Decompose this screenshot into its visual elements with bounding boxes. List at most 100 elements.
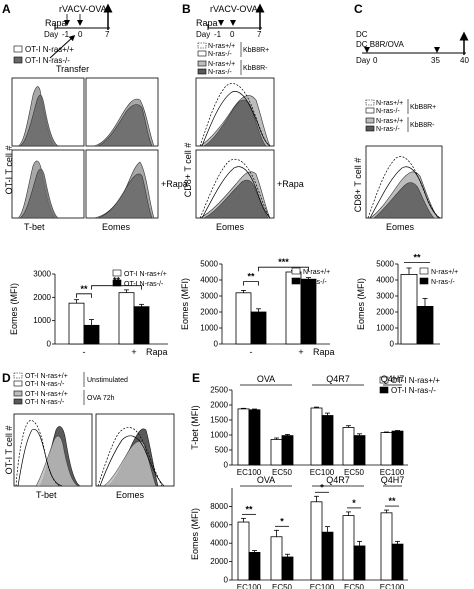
- legend-group-label: KbB8R-: [410, 122, 435, 129]
- group-label: Q4R7: [326, 374, 350, 384]
- legend-label: N-ras+/+: [303, 269, 330, 276]
- bar: [310, 501, 323, 581]
- y-tick-label: 2000: [376, 308, 394, 317]
- panel-c-dcb8r-label: DC B8R/OVA: [356, 40, 405, 49]
- legend-label: OT-I N-ras-/-: [25, 399, 65, 406]
- panel-a-hist-ylabel: OT-I T cell #: [4, 146, 14, 195]
- legend-label: OT-I N-ras+/+: [25, 45, 74, 54]
- panel-a-day-value: -1: [62, 30, 70, 39]
- bar: [83, 324, 100, 345]
- bar: [133, 306, 150, 345]
- legend-group-label: KbB8R+: [410, 104, 436, 111]
- panel-a-hist-xlabel: T-bet: [24, 222, 45, 232]
- panel-a-hist-eomes-bottom: [85, 149, 159, 219]
- x-axis-label: Rapa: [313, 347, 335, 357]
- legend-label: N-ras+/+: [208, 61, 235, 68]
- legend-group-label: OVA 72h: [87, 395, 115, 402]
- legend-label: OT-I N-ras+/+: [25, 391, 68, 398]
- panel-a: A rVACV-OVA Rapa Day -1 0 7 Transfer OT-…: [2, 2, 188, 357]
- legend-label: OT-I N-ras-/-: [25, 381, 65, 388]
- panel-a-bar-chart: 0 1000 2000 3000 Eomes (MFI) - + Rapa OT-I N-ras…: [9, 269, 168, 357]
- y-tick-label: 3000: [200, 292, 218, 301]
- panel-a-hist-legend: OT-I N-ras+/+ OT-I N-ras-/-: [13, 45, 74, 65]
- panel-d: D OT-I N-ras+/+ OT-I N-ras-/- Unstimulat…: [2, 371, 175, 500]
- panel-c-triangle-icon: [434, 47, 440, 53]
- significance-label: *: [280, 516, 284, 526]
- panel-b-triangle-icon: [230, 20, 236, 26]
- panel-d-hist-ylabel: OT-I T cell #: [4, 426, 14, 475]
- bar: [281, 556, 294, 581]
- panel-a-hist-tbet-top: [11, 77, 85, 147]
- legend-label: N-ras-/-: [376, 126, 400, 133]
- bar: [310, 407, 323, 466]
- panel-e: E OT-I N-ras+/+ OT-I N-ras-/- 0 500 1000 15…: [190, 371, 440, 589]
- legend-label: N-ras-/-: [431, 279, 455, 286]
- panel-a-triangle-icon: [77, 20, 83, 26]
- bar: [237, 521, 250, 581]
- y-tick-label: 2000: [210, 401, 228, 410]
- panel-b-day-value: 0: [230, 30, 235, 39]
- panel-label-d: D: [2, 371, 11, 385]
- panel-a-transfer-arrow-icon: [49, 34, 76, 59]
- bar: [237, 408, 250, 466]
- x-tick-label: EC100: [380, 468, 405, 477]
- panel-a-transfer-label: Transfer: [56, 64, 89, 74]
- bar: [321, 415, 334, 466]
- y-tick-label: 2000: [210, 557, 228, 566]
- legend-swatch: [291, 267, 301, 275]
- significance-label: ***: [278, 257, 289, 267]
- panel-a-hist-tbet-bottom: [11, 149, 85, 219]
- group-label: Q4H7: [381, 475, 405, 485]
- significance-label: **: [247, 272, 255, 282]
- y-tick-label: 0: [390, 340, 395, 349]
- y-tick-label: 6000: [210, 520, 228, 529]
- panel-e-eomes-chart: 0 2000 4000 6000 8000 Eomes (MFI) EC100 EC50 EC1…: [190, 475, 408, 589]
- y-tick-label: 500: [215, 446, 229, 455]
- x-tick-label: EC100: [380, 583, 405, 589]
- panel-d-hist-eomes: [95, 413, 175, 487]
- legend-swatch-wt: [379, 376, 389, 384]
- y-tick-label: 0: [224, 461, 229, 470]
- panel-b-hist-ylabel: CD8+ T cell #: [183, 143, 193, 197]
- legend-label: N-ras-/-: [376, 108, 400, 115]
- panel-b-hist-xlabel: Eomes: [216, 222, 245, 232]
- x-tick-label: EC50: [272, 583, 293, 589]
- bar: [400, 273, 418, 345]
- bar: [353, 545, 366, 581]
- bar: [118, 292, 135, 345]
- group-label: OVA: [257, 374, 275, 384]
- panel-b-vaccine-label: rVACV-OVA: [210, 4, 258, 14]
- legend-label: OT-I N-ras+/+: [124, 271, 167, 278]
- y-tick-label: 2000: [200, 308, 218, 317]
- significance-label: **: [113, 276, 121, 286]
- panel-b-protocol: rVACV-OVA Rapa Day -1 0 7: [196, 3, 265, 39]
- y-tick-label: 0: [224, 576, 229, 585]
- bar: [342, 515, 355, 581]
- legend-label: OT-I N-ras-/-: [124, 281, 164, 288]
- panel-a-protocol: rVACV-OVA Rapa Day -1 0 7 Transfer: [44, 3, 113, 74]
- y-tick-label: 1500: [210, 416, 228, 425]
- panel-c-day-value: 40: [460, 56, 469, 65]
- panel-label-e: E: [192, 371, 200, 385]
- legend-swatch: [112, 269, 122, 277]
- panel-c-hist-xlabel: Eomes: [386, 222, 415, 232]
- panel-a-rapa-tag: +Rapa: [161, 179, 188, 189]
- y-tick-label: 1000: [200, 324, 218, 333]
- y-tick-label: 5000: [200, 260, 218, 269]
- legend-label: OT-I N-ras+/+: [391, 376, 440, 385]
- panel-b-rapa-tag: +Rapa: [277, 179, 304, 189]
- legend-swatch: [419, 267, 429, 275]
- y-axis-label: T-bet (MFI): [190, 405, 200, 450]
- x-tick-label: -: [83, 347, 86, 357]
- x-tick-label: EC50: [272, 468, 293, 477]
- legend-label: N-ras-/-: [303, 279, 327, 286]
- bar: [250, 311, 267, 345]
- x-tick-label: +: [131, 347, 136, 357]
- y-tick-label: 2500: [210, 386, 228, 395]
- group-label: Q4H7: [381, 374, 405, 384]
- x-tick-label: +: [298, 347, 303, 357]
- y-tick-label: 4000: [200, 276, 218, 285]
- y-tick-label: 1000: [210, 431, 228, 440]
- x-axis-label: Rapa: [146, 347, 168, 357]
